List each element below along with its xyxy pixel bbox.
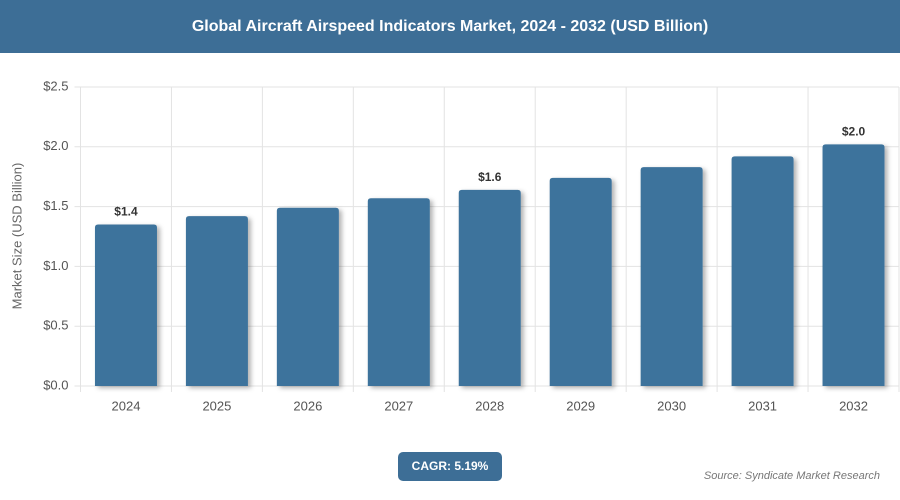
x-tick-label: 2031: [748, 398, 777, 413]
y-tick-label: $2.5: [43, 78, 68, 93]
bar: [185, 216, 248, 386]
x-tick-label: 2032: [839, 398, 868, 413]
source-note: Source: Syndicate Market Research: [704, 470, 880, 482]
x-tick-label: 2029: [566, 398, 595, 413]
x-tick-label: 2028: [475, 398, 504, 413]
x-tick-label: 2026: [293, 398, 322, 413]
value-label: $1.4: [114, 205, 138, 219]
y-axis-label: Market Size (USD Billion): [9, 163, 24, 310]
bar: [94, 224, 157, 386]
bar: [458, 189, 521, 386]
value-label: $2.0: [842, 125, 866, 139]
bar: [822, 144, 885, 386]
x-tick-label: 2030: [657, 398, 686, 413]
bar: [276, 207, 339, 386]
header-band: [0, 0, 900, 53]
y-tick-label: $1.0: [43, 258, 68, 273]
y-tick-label: $1.5: [43, 198, 68, 213]
bar: [640, 167, 703, 386]
x-tick-label: 2025: [202, 398, 231, 413]
value-label: $1.6: [478, 170, 502, 184]
x-tick-label: 2024: [112, 398, 141, 413]
cagr-annotation: CAGR: 5.19%: [412, 459, 489, 473]
cagr-badge: [398, 452, 502, 481]
y-tick-label: $2.0: [43, 138, 68, 153]
bar: [731, 156, 794, 386]
bar: [549, 177, 612, 386]
x-tick-label: 2027: [384, 398, 413, 413]
bar: [367, 198, 430, 386]
y-tick-label: $0.5: [43, 318, 68, 333]
chart-title: Global Aircraft Airspeed Indicators Mark…: [192, 18, 708, 35]
y-tick-label: $0.0: [43, 377, 68, 392]
